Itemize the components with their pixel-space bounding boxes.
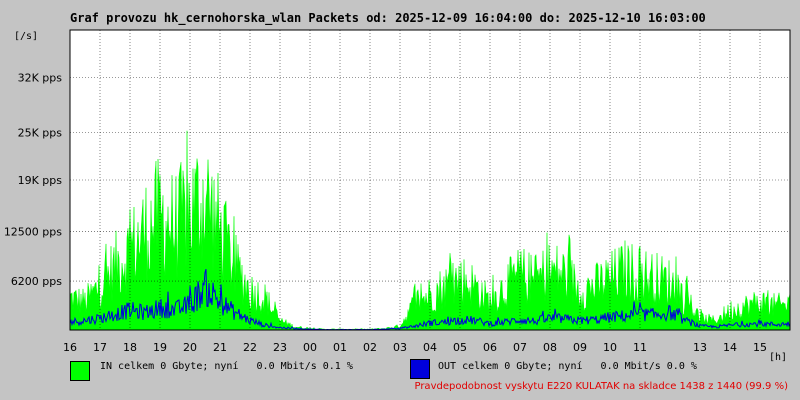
x-tick-label: 08: [543, 341, 557, 354]
chart-title: Graf provozu hk_cernohorska_wlan Packets…: [70, 11, 706, 25]
x-tick-label: 18: [123, 341, 137, 354]
x-tick-label: 11: [633, 341, 647, 354]
legend-in-swatch: [70, 361, 90, 381]
x-tick-label: 05: [453, 341, 467, 354]
y-tick-label: 32K pps: [18, 71, 63, 84]
y-tick-label: 6200 pps: [11, 275, 62, 288]
x-tick-label: 07: [513, 341, 527, 354]
x-tick-label: 00: [303, 341, 317, 354]
y-tick-label: 12500 pps: [4, 225, 62, 238]
y-tick-label: 19K pps: [18, 174, 63, 187]
y-tick-label: 25K pps: [18, 127, 63, 140]
x-tick-label: 21: [213, 341, 227, 354]
probability-note: Pravdepodobnost vyskytu E220 KULATAK na …: [414, 381, 788, 392]
x-tick-label: 20: [183, 341, 197, 354]
x-tick-label: 22: [243, 341, 257, 354]
x-tick-label: 14: [723, 341, 737, 354]
plot-frame: [69, 29, 791, 331]
series-out-line: [69, 268, 791, 331]
x-unit-label: [h]: [769, 352, 787, 363]
x-tick-label: 09: [573, 341, 587, 354]
y-unit-label: [/s]: [14, 31, 39, 42]
legend-out-swatch: [410, 359, 430, 379]
x-tick-label: 15: [753, 341, 767, 354]
x-tick-label: 03: [393, 341, 407, 354]
x-tick-label: 19: [153, 341, 167, 354]
x-tick-label: 23: [273, 341, 287, 354]
x-tick-label: 10: [603, 341, 617, 354]
legend-out-text: OUT celkem 0 Gbyte; nyní 0.0 Mbit/s 0.0 …: [438, 361, 697, 372]
x-tick-label: 06: [483, 341, 497, 354]
legend-in-text: IN celkem 0 Gbyte; nyní 0.0 Mbit/s 0.1 %: [100, 361, 353, 372]
x-tick-label: 17: [93, 341, 107, 354]
x-tick-label: 02: [363, 341, 377, 354]
x-tick-label: 16: [63, 341, 77, 354]
x-tick-label: 13: [693, 341, 707, 354]
x-tick-label: 01: [333, 341, 347, 354]
x-tick-label: 04: [423, 341, 437, 354]
